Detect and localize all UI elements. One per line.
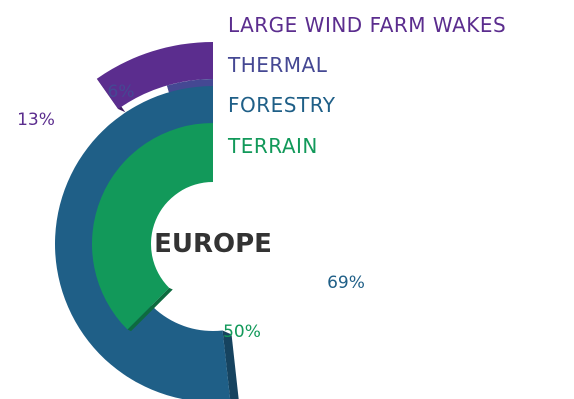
percent-label-forestry: 69% — [327, 273, 365, 293]
legend: LARGE WIND FARM WAKES THERMAL FORESTRY TERR… — [227, 13, 506, 158]
legend-label-thermal: THERMAL — [227, 53, 328, 77]
arc-group — [55, 42, 239, 399]
legend-label-large-wind-farm-wakes: LARGE WIND FARM WAKES — [228, 13, 506, 37]
arc-end-cap-4 — [127, 287, 173, 332]
percent-labels: 13% 6% 69% 50% — [17, 82, 365, 342]
center-label: EUROPE — [154, 229, 272, 259]
legend-label-terrain: TERRAIN — [227, 134, 318, 158]
arc-terrain — [92, 123, 213, 330]
percent-label-thermal: 6% — [108, 82, 135, 102]
legend-label-forestry: FORESTRY — [228, 93, 336, 117]
arc-forestry — [55, 86, 231, 399]
arc-end-cap-3 — [222, 330, 239, 399]
arc-large-wind-farm-wakes — [96, 42, 213, 110]
percent-label-large-wind-farm-wakes: 13% — [17, 110, 55, 130]
percent-label-terrain: 50% — [223, 322, 261, 342]
